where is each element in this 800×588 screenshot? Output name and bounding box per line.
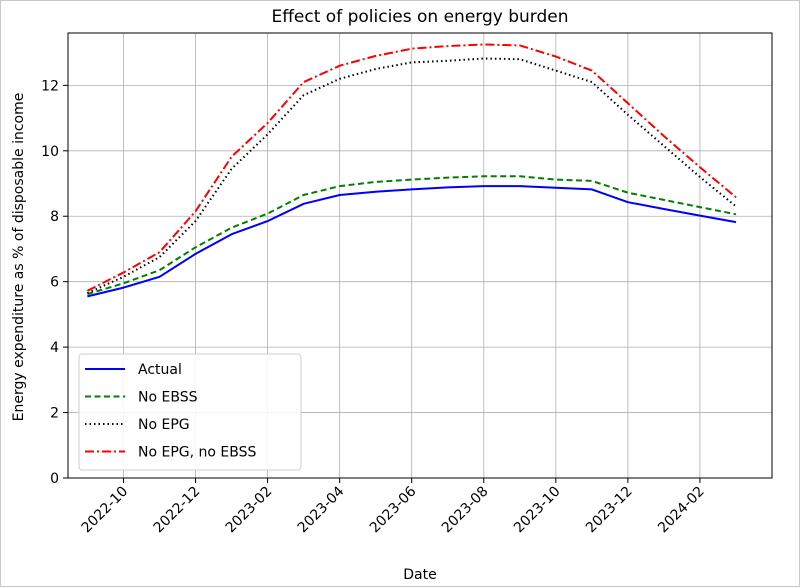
x-tick-label: 2022-12	[151, 484, 204, 537]
legend-label: No EPG, no EBSS	[138, 445, 257, 461]
plot-area-border	[67, 32, 773, 479]
y-tick-label: 0	[50, 471, 59, 487]
series-lines	[86, 43, 737, 298]
x-tick-label: 2023-02	[223, 484, 276, 537]
y-tick-label: 10	[41, 144, 59, 160]
x-axis: 2022-10 2022-12 2023-02 2023-04 2023-06 2023-…	[79, 478, 708, 536]
series-line	[87, 175, 737, 296]
x-axis-title: Date	[403, 567, 436, 583]
y-axis-title: Energy expenditure as % of disposable in…	[11, 93, 27, 422]
x-tick-label: 2023-06	[367, 483, 420, 536]
grid	[68, 33, 772, 479]
y-tick-label: 6	[50, 275, 59, 291]
legend-label: No EBSS	[138, 390, 198, 406]
x-tick-label: 2023-10	[511, 484, 564, 537]
y-axis: 0 2 4 6 8 10 12	[41, 78, 68, 487]
x-tick-label: 2023-12	[583, 484, 636, 537]
x-tick-label: 2022-10	[79, 484, 132, 537]
series-line	[87, 185, 737, 298]
y-tick-label: 4	[50, 340, 59, 356]
legend: Actual No EBSS No EPG No EPG, no EBSS	[78, 353, 302, 471]
legend-label: Actual	[138, 362, 182, 378]
x-tick-label: 2023-08	[439, 484, 492, 537]
series-line	[86, 43, 737, 292]
legend-box	[78, 353, 302, 471]
x-tick-label: 2023-04	[295, 483, 348, 536]
legend-label: No EPG	[138, 417, 190, 433]
y-tick-label: 2	[50, 406, 59, 422]
x-tick-label: 2024-02	[655, 484, 708, 537]
chart-title: Effect of policies on energy burden	[271, 7, 568, 27]
series-line	[86, 57, 737, 295]
y-tick-label: 12	[41, 78, 59, 94]
y-tick-label: 8	[50, 209, 59, 225]
